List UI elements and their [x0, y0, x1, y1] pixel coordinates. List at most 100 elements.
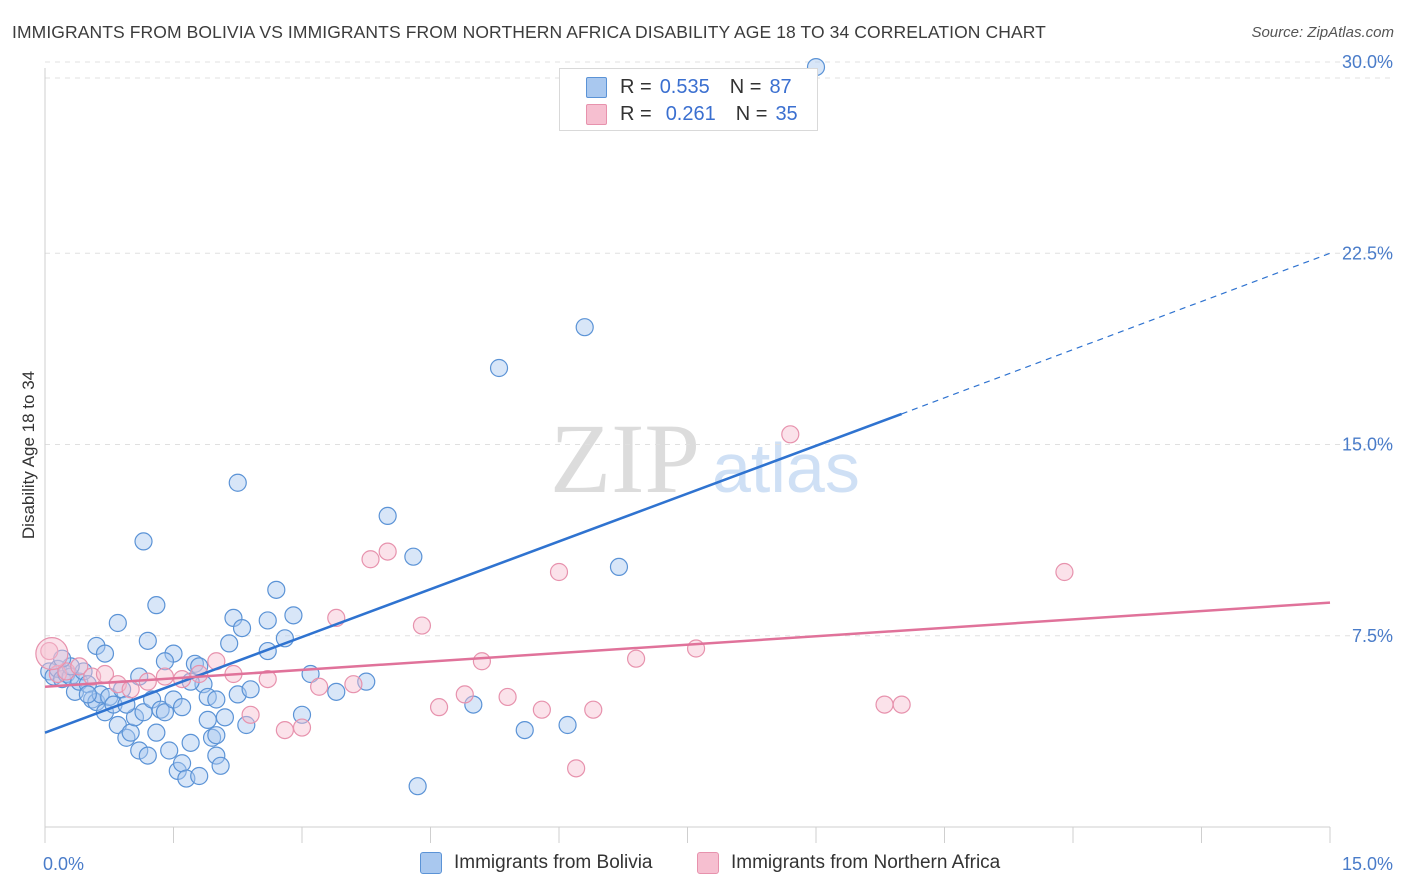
- data-point: [228, 473, 247, 492]
- data-point: [489, 358, 509, 378]
- axes: [44, 68, 1331, 843]
- source-credit: Source: ZipAtlas.com: [1251, 24, 1394, 41]
- data-point: [155, 652, 175, 671]
- legend-swatch-blue: [586, 76, 607, 98]
- correlation-legend: R = 0.535 N = 87 R = 0.261 N = 35: [559, 68, 818, 131]
- data-point: [584, 700, 603, 719]
- data-point: [292, 718, 312, 737]
- legend-swatch-pink: [586, 103, 607, 125]
- data-point: [344, 675, 363, 694]
- data-point: [558, 715, 577, 735]
- data-point: [95, 644, 115, 663]
- data-point: [108, 613, 127, 633]
- data-point: [130, 741, 149, 760]
- data-point: [455, 685, 474, 704]
- data-point: [361, 550, 380, 569]
- data-point: [378, 542, 397, 561]
- legend-n-value: 35: [775, 102, 798, 125]
- data-point: [155, 703, 175, 722]
- legend-swatch-blue: [420, 852, 442, 874]
- data-point: [207, 690, 226, 709]
- data-point: [609, 557, 629, 577]
- data-point: [275, 720, 294, 740]
- trendline-bolivia: [44, 412, 903, 734]
- legend-row-bolivia: R = 0.535 N = 87: [586, 74, 792, 100]
- data-point: [532, 700, 551, 719]
- y-tick-label: 22.5%: [1342, 243, 1393, 263]
- data-point: [781, 425, 800, 444]
- data-point: [78, 685, 97, 704]
- trendlines: [44, 252, 1331, 734]
- data-point: [147, 723, 166, 742]
- data-point: [875, 695, 894, 714]
- data-point-large: [35, 636, 69, 671]
- data-point: [327, 682, 346, 701]
- legend-swatch-pink: [697, 852, 719, 874]
- x-tick-label-max: 15.0%: [1342, 854, 1393, 874]
- data-point: [626, 649, 646, 668]
- data-point: [121, 680, 140, 699]
- legend-r-value: 0.535: [659, 75, 710, 98]
- data-point: [198, 710, 217, 730]
- data-point: [408, 777, 427, 796]
- grid-lines: [45, 61, 1393, 637]
- data-point: [429, 698, 449, 717]
- data-point: [160, 741, 179, 760]
- data-point: [567, 759, 586, 778]
- data-point: [267, 580, 286, 599]
- data-point: [207, 746, 226, 765]
- legend-row-northern-africa: R = 0.261 N = 35: [586, 101, 798, 127]
- legend-label-northern-africa: Immigrants from Northern Africa: [731, 852, 1001, 873]
- data-point: [549, 562, 569, 582]
- legend-label-bolivia: Immigrants from Bolivia: [454, 852, 653, 873]
- data-point: [237, 715, 256, 735]
- data-point: [892, 695, 911, 714]
- series-legend: Immigrants from Bolivia Immigrants from …: [0, 852, 1406, 878]
- data-point: [515, 720, 534, 740]
- data-point: [181, 733, 200, 752]
- data-point: [258, 611, 277, 630]
- legend-n-label: N =: [729, 75, 762, 98]
- watermark-zip: ZIP: [550, 403, 700, 514]
- data-point: [284, 606, 303, 625]
- data-point: [472, 652, 491, 671]
- data-point: [207, 726, 226, 745]
- data-point: [232, 618, 252, 638]
- data-point: [70, 657, 89, 676]
- data-point: [404, 547, 423, 566]
- legend-n-label: N =: [735, 102, 768, 125]
- data-point: [498, 687, 517, 707]
- data-point: [292, 705, 312, 724]
- data-point: [147, 596, 166, 615]
- legend-n-value: 87: [769, 75, 792, 98]
- data-point: [241, 680, 260, 699]
- legend-item-bolivia: Immigrants from Bolivia: [420, 852, 653, 874]
- data-point: [172, 698, 192, 717]
- data-point: [138, 746, 157, 765]
- chart-title: IMMIGRANTS FROM BOLIVIA VS IMMIGRANTS FR…: [12, 22, 1046, 42]
- legend-r-label: R =: [620, 102, 652, 125]
- data-point: [412, 616, 432, 635]
- data-point: [220, 634, 239, 653]
- data-point: [241, 705, 260, 724]
- data-point: [1055, 562, 1074, 582]
- legend-item-northern-africa: Immigrants from Northern Africa: [697, 852, 1000, 874]
- x-tick-label-min: 0.0%: [43, 854, 84, 874]
- data-point: [134, 532, 153, 551]
- y-tick-label: 7.5%: [1352, 626, 1393, 646]
- data-point: [310, 677, 329, 696]
- trendline-bolivia-extension: [901, 252, 1331, 415]
- y-tick-label: 30.0%: [1342, 52, 1393, 72]
- series-bolivia-points: [40, 57, 826, 796]
- y-tick-label: 15.0%: [1342, 435, 1393, 455]
- trendline-northern-africa: [44, 601, 1331, 688]
- data-point: [190, 766, 209, 786]
- legend-r-label: R =: [620, 75, 652, 98]
- data-point: [172, 754, 192, 773]
- data-point: [258, 669, 277, 689]
- data-point: [138, 631, 157, 650]
- data-point: [378, 506, 397, 526]
- data-point: [211, 756, 230, 775]
- legend-r-value: 0.261: [665, 102, 716, 125]
